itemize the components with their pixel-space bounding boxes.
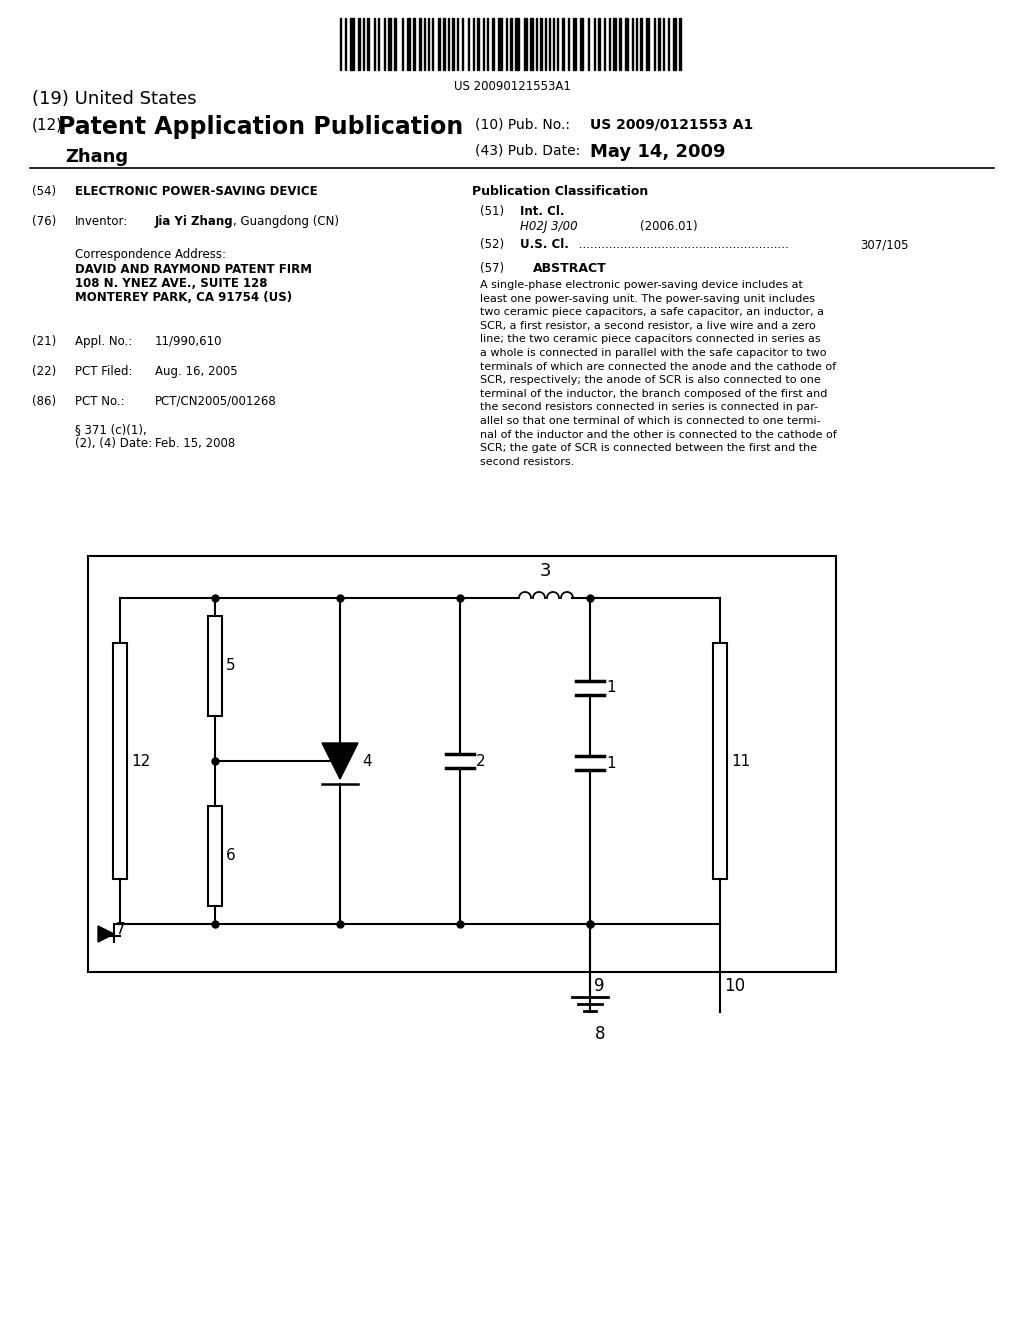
- Text: (22): (22): [32, 366, 56, 378]
- Text: 108 N. YNEZ AVE., SUITE 128: 108 N. YNEZ AVE., SUITE 128: [75, 277, 267, 290]
- Text: PCT/CN2005/001268: PCT/CN2005/001268: [155, 395, 276, 408]
- Bar: [540, 18, 542, 70]
- Text: DAVID AND RAYMOND PATENT FIRM: DAVID AND RAYMOND PATENT FIRM: [75, 263, 312, 276]
- Text: (86): (86): [32, 395, 56, 408]
- Text: 7: 7: [116, 923, 126, 937]
- Text: PCT No.:: PCT No.:: [75, 395, 125, 408]
- Bar: [492, 18, 494, 70]
- Bar: [208, 807, 222, 906]
- Text: (51): (51): [480, 205, 504, 218]
- Bar: [113, 643, 127, 879]
- Text: (52): (52): [480, 238, 504, 251]
- Text: (12): (12): [32, 117, 63, 133]
- Text: 307/105: 307/105: [860, 238, 908, 251]
- Bar: [88, 556, 836, 972]
- Bar: [510, 18, 512, 70]
- Text: ........................................................: ........................................…: [575, 238, 788, 251]
- Text: Zhang: Zhang: [65, 148, 128, 166]
- Text: 10: 10: [724, 977, 745, 995]
- Bar: [530, 18, 534, 70]
- Text: 6: 6: [226, 849, 236, 863]
- Text: 3: 3: [540, 562, 551, 579]
- Text: 1: 1: [606, 755, 615, 771]
- Bar: [679, 18, 681, 70]
- Bar: [580, 18, 583, 70]
- Bar: [367, 18, 369, 70]
- Text: May 14, 2009: May 14, 2009: [590, 143, 725, 161]
- Text: 5: 5: [226, 659, 236, 673]
- Text: H02J 3/00: H02J 3/00: [520, 220, 578, 234]
- Bar: [498, 18, 502, 70]
- Text: Jia Yi Zhang: Jia Yi Zhang: [155, 215, 233, 228]
- Text: (2006.01): (2006.01): [640, 220, 697, 234]
- Bar: [713, 643, 727, 879]
- Bar: [413, 18, 415, 70]
- Text: Int. Cl.: Int. Cl.: [520, 205, 564, 218]
- Bar: [208, 616, 222, 715]
- Text: (19) United States: (19) United States: [32, 90, 197, 108]
- Bar: [573, 18, 575, 70]
- Bar: [646, 18, 649, 70]
- Bar: [388, 18, 391, 70]
- Text: 9: 9: [594, 977, 604, 995]
- Text: Appl. No.:: Appl. No.:: [75, 335, 132, 348]
- Polygon shape: [322, 743, 358, 779]
- Bar: [407, 18, 410, 70]
- Text: MONTEREY PARK, CA 91754 (US): MONTEREY PARK, CA 91754 (US): [75, 290, 292, 304]
- Text: Patent Application Publication: Patent Application Publication: [58, 115, 463, 139]
- Text: 11: 11: [731, 754, 751, 768]
- Bar: [358, 18, 360, 70]
- Text: (43) Pub. Date:: (43) Pub. Date:: [475, 143, 581, 157]
- Bar: [419, 18, 421, 70]
- Bar: [443, 18, 445, 70]
- Bar: [640, 18, 642, 70]
- Text: 12: 12: [131, 754, 151, 768]
- Text: 2: 2: [476, 754, 485, 768]
- Text: US 2009/0121553 A1: US 2009/0121553 A1: [590, 117, 754, 132]
- Text: US 20090121553A1: US 20090121553A1: [454, 81, 570, 92]
- Bar: [350, 18, 354, 70]
- Text: (54): (54): [32, 185, 56, 198]
- Bar: [515, 18, 519, 70]
- Text: 8: 8: [595, 1026, 605, 1043]
- Bar: [658, 18, 660, 70]
- Text: , Guangdong (CN): , Guangdong (CN): [233, 215, 339, 228]
- Text: Correspondence Address:: Correspondence Address:: [75, 248, 226, 261]
- Text: PCT Filed:: PCT Filed:: [75, 366, 132, 378]
- Bar: [477, 18, 479, 70]
- Text: (57): (57): [480, 261, 504, 275]
- Bar: [438, 18, 440, 70]
- Text: 11/990,610: 11/990,610: [155, 335, 222, 348]
- Text: § 371 (c)(1),: § 371 (c)(1),: [75, 422, 146, 436]
- Bar: [673, 18, 676, 70]
- Text: (76): (76): [32, 215, 56, 228]
- Text: (10) Pub. No.:: (10) Pub. No.:: [475, 117, 570, 132]
- Text: Publication Classification: Publication Classification: [472, 185, 648, 198]
- Bar: [613, 18, 616, 70]
- Text: ELECTRONIC POWER-SAVING DEVICE: ELECTRONIC POWER-SAVING DEVICE: [75, 185, 317, 198]
- Bar: [524, 18, 527, 70]
- Bar: [452, 18, 454, 70]
- Text: ABSTRACT: ABSTRACT: [534, 261, 607, 275]
- Text: Feb. 15, 2008: Feb. 15, 2008: [155, 437, 236, 450]
- Bar: [394, 18, 396, 70]
- Text: Inventor:: Inventor:: [75, 215, 128, 228]
- Text: 1: 1: [606, 681, 615, 696]
- Bar: [618, 18, 621, 70]
- Bar: [598, 18, 600, 70]
- Text: Aug. 16, 2005: Aug. 16, 2005: [155, 366, 238, 378]
- Polygon shape: [98, 927, 114, 942]
- Text: A single-phase electronic power-saving device includes at
least one power-saving: A single-phase electronic power-saving d…: [480, 280, 837, 467]
- Text: (2), (4) Date:: (2), (4) Date:: [75, 437, 153, 450]
- Bar: [562, 18, 564, 70]
- Bar: [625, 18, 628, 70]
- Text: 4: 4: [362, 754, 372, 768]
- Text: (21): (21): [32, 335, 56, 348]
- Text: U.S. Cl.: U.S. Cl.: [520, 238, 569, 251]
